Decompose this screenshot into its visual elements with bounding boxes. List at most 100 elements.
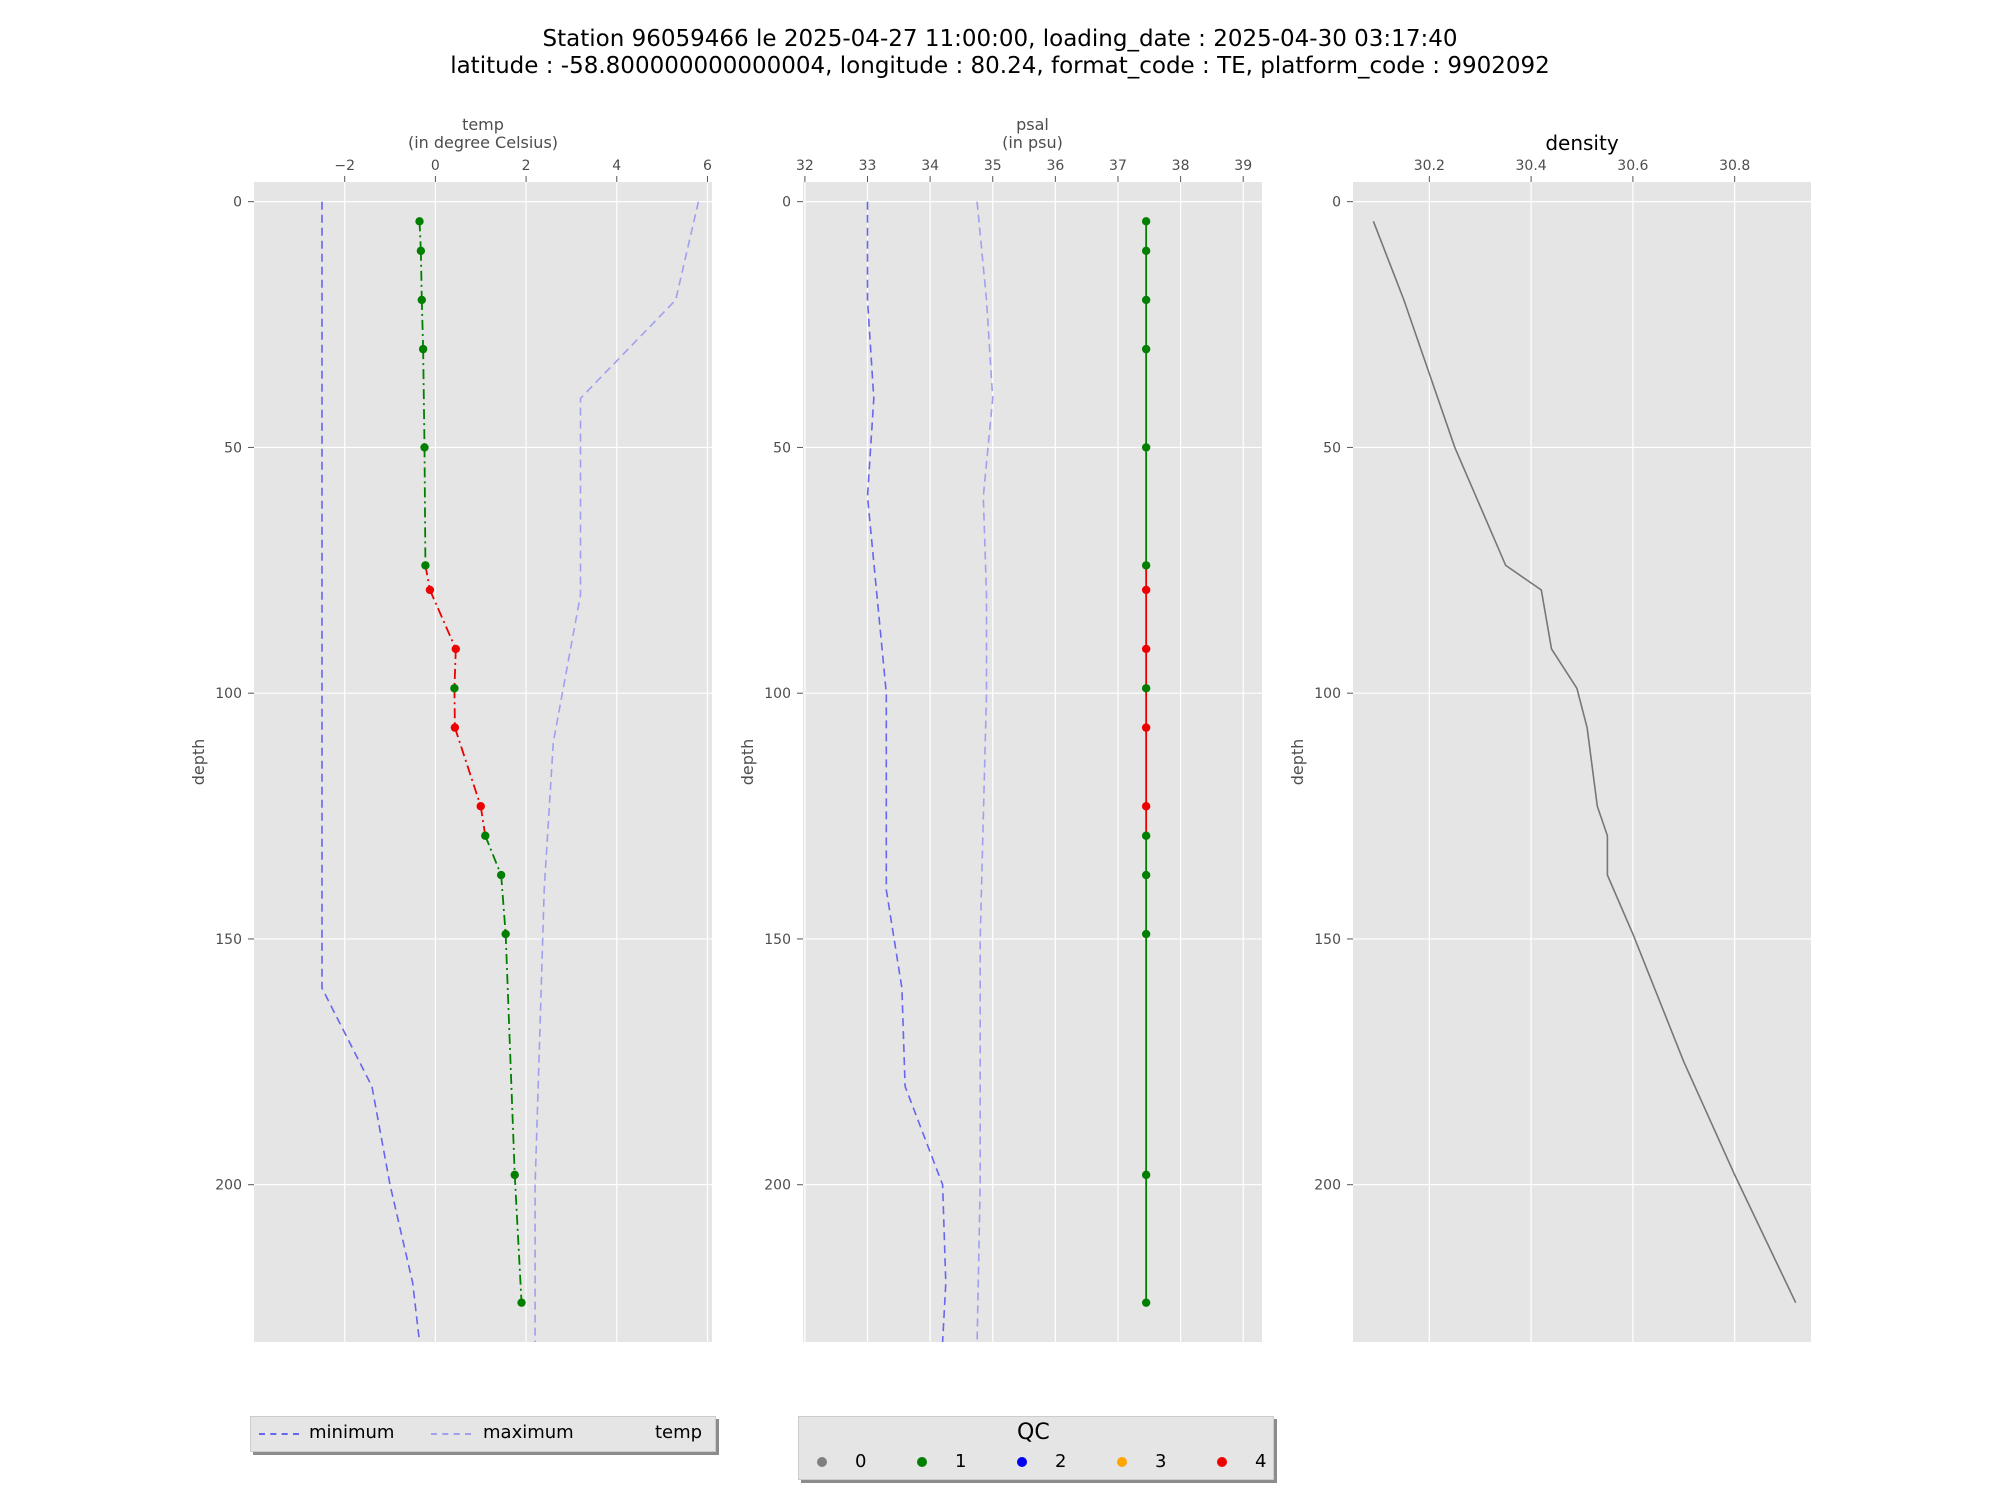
x-tick-label: 30.2 bbox=[1414, 158, 1445, 174]
x-tick-label: 4 bbox=[612, 158, 621, 174]
qc-legend-title: QC bbox=[1017, 1420, 1050, 1445]
panel-3-background bbox=[1353, 182, 1811, 1342]
y-tick-label: 0 bbox=[233, 195, 242, 211]
y-tick-label: 200 bbox=[1314, 1178, 1341, 1194]
series-temp-segment bbox=[500, 874, 507, 935]
legend-minimum-label: minimum bbox=[309, 1422, 395, 1443]
series-density-line bbox=[1372, 221, 1797, 1304]
y-tick-label: 200 bbox=[215, 1178, 242, 1194]
x-tick-label: 39 bbox=[1234, 158, 1252, 174]
series-temp-segment bbox=[418, 221, 422, 251]
x-tick-label: 38 bbox=[1172, 158, 1190, 174]
series-temp-point bbox=[415, 217, 424, 226]
x-axis-label-line: temp bbox=[462, 115, 504, 134]
series-temp-point bbox=[417, 295, 426, 305]
y-tick-label: 0 bbox=[782, 195, 791, 211]
panel-3: 30.2 30.4 30.6 30.8 0 50 100 150 200 depth density bbox=[1288, 131, 1811, 1342]
x-tick-label: 36 bbox=[1046, 158, 1064, 174]
x-tick-label: 2 bbox=[522, 158, 531, 174]
x-axis-label-line: (in degree Celsius) bbox=[408, 133, 558, 152]
series-psal-point bbox=[1141, 295, 1151, 305]
qc-dot-0 bbox=[817, 1457, 827, 1467]
series-temp-point bbox=[421, 561, 430, 570]
series-temp-point bbox=[416, 246, 426, 256]
x-axis-label-line: (in psu) bbox=[1002, 133, 1063, 152]
series-psal-point bbox=[1141, 723, 1151, 732]
main-legend: minimum maximum temp bbox=[250, 1416, 716, 1452]
legend-minimum-swatch bbox=[259, 1433, 299, 1435]
y-axis-label: depth bbox=[189, 739, 208, 786]
x-tick-label: −2 bbox=[334, 158, 355, 174]
series-psal-point bbox=[1141, 443, 1151, 452]
x-tick-label: 37 bbox=[1109, 158, 1127, 174]
y-tick-label: 100 bbox=[764, 686, 791, 702]
series-temp-point bbox=[501, 929, 510, 939]
series-temp-segment bbox=[419, 250, 423, 300]
series-psal-point bbox=[1141, 802, 1151, 811]
y-tick-label: 150 bbox=[215, 932, 242, 948]
series-maximum-line bbox=[534, 201, 700, 1342]
x-axis-label-line: psal bbox=[1016, 115, 1049, 134]
series-psal-point bbox=[1141, 929, 1151, 939]
x-tick-label: 34 bbox=[921, 158, 939, 174]
y-tick-label: 50 bbox=[773, 440, 791, 456]
y-tick-label: 0 bbox=[1332, 195, 1341, 211]
series-psal-point bbox=[1141, 585, 1151, 595]
series-psal-point bbox=[1141, 246, 1151, 256]
series-psal-point bbox=[1141, 1170, 1151, 1180]
y-tick-label: 200 bbox=[764, 1178, 791, 1194]
series-psal-point bbox=[1141, 644, 1151, 654]
y-axis-label: depth bbox=[1288, 739, 1307, 786]
legend-maximum-swatch bbox=[431, 1433, 471, 1435]
x-tick-label: 30.8 bbox=[1719, 158, 1750, 174]
figure-title-line-2: latitude : -58.800000000000004, longitud… bbox=[450, 53, 1550, 79]
qc-label-2: 2 bbox=[1055, 1451, 1067, 1472]
series-temp-point bbox=[418, 344, 428, 354]
y-tick-label: 150 bbox=[1314, 932, 1341, 948]
qc-label-1: 1 bbox=[955, 1451, 967, 1472]
x-tick-label: 30.4 bbox=[1516, 158, 1547, 174]
series-psal-point bbox=[1141, 217, 1151, 226]
qc-legend: QC 0 1 2 3 4 bbox=[798, 1416, 1274, 1480]
series-temp-point bbox=[420, 443, 429, 452]
series-minimum-line bbox=[321, 201, 421, 1343]
series-temp-point bbox=[476, 802, 485, 811]
series-temp-segment bbox=[484, 835, 502, 876]
series-temp-point bbox=[451, 644, 460, 654]
series-temp-point bbox=[450, 723, 460, 732]
y-tick-label: 50 bbox=[224, 440, 242, 456]
series-psal-point bbox=[1141, 870, 1151, 880]
x-tick-label: 33 bbox=[859, 158, 877, 174]
series-psal-point bbox=[1141, 831, 1151, 840]
panel-2-background bbox=[803, 182, 1262, 1342]
series-temp-segment bbox=[479, 806, 487, 836]
qc-dot-2 bbox=[1017, 1457, 1027, 1467]
series-maximum-line bbox=[976, 201, 994, 1343]
y-tick-label: 50 bbox=[1323, 440, 1341, 456]
series-temp-point bbox=[496, 870, 506, 880]
panel-2: 32 33 34 35 36 37 38 39 0 50 100 150 200 depth psal(in… bbox=[738, 115, 1262, 1343]
series-temp-point bbox=[481, 831, 490, 840]
series-psal-point bbox=[1141, 344, 1151, 354]
x-tick-label: 35 bbox=[984, 158, 1002, 174]
qc-label-3: 3 bbox=[1155, 1451, 1167, 1472]
series-temp-segment bbox=[422, 349, 426, 448]
series-temp-segment bbox=[454, 727, 482, 807]
y-tick-label: 100 bbox=[1314, 686, 1341, 702]
series-minimum-line bbox=[866, 201, 947, 1343]
legend-maximum-label: maximum bbox=[483, 1422, 574, 1443]
qc-dot-1 bbox=[917, 1457, 927, 1467]
x-tick-label: 32 bbox=[796, 158, 814, 174]
y-axis-label: depth bbox=[738, 739, 757, 786]
series-temp-segment bbox=[513, 1174, 523, 1303]
qc-dot-4 bbox=[1217, 1457, 1227, 1467]
series-temp-point bbox=[425, 585, 435, 595]
panel-1: −2 0 2 4 6 0 50 100 150 200 depth temp(in degree Ce… bbox=[189, 115, 712, 1343]
qc-dot-3 bbox=[1117, 1457, 1127, 1467]
x-tick-label: 0 bbox=[431, 158, 440, 174]
qc-label-0: 0 bbox=[855, 1451, 867, 1472]
y-tick-label: 100 bbox=[215, 686, 242, 702]
panel-title: density bbox=[1545, 131, 1618, 155]
series-temp-segment bbox=[504, 934, 516, 1175]
